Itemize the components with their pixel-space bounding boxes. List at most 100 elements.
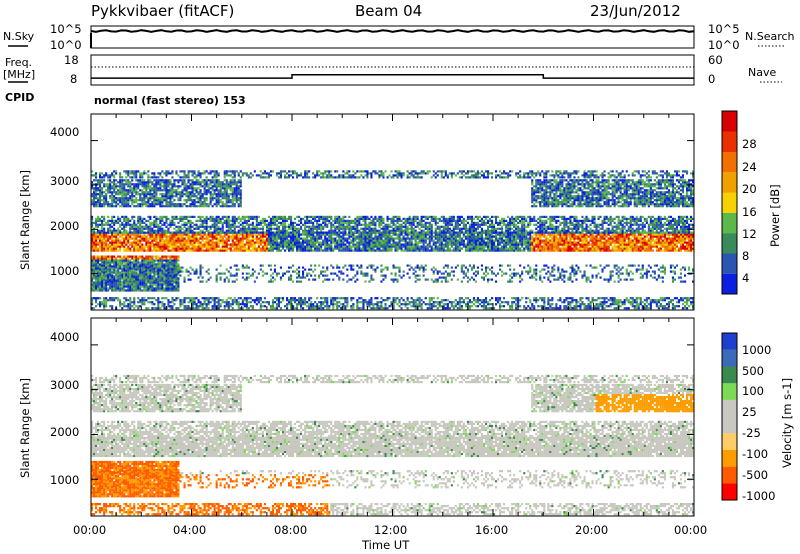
power-cell (177, 199, 180, 202)
power-cell (181, 176, 184, 179)
power-cell (111, 259, 114, 262)
power-cell (111, 195, 114, 198)
power-cell (296, 223, 299, 226)
power-cell (151, 193, 154, 196)
power-cell (288, 217, 291, 220)
power-cell (366, 231, 369, 234)
power-cell (342, 241, 345, 244)
power-cell (95, 191, 98, 194)
power-cell (259, 247, 262, 250)
power-cell (227, 237, 230, 240)
power-cell (277, 233, 280, 236)
power-cell (354, 229, 357, 232)
power-cell (95, 201, 98, 204)
power-cell (217, 299, 220, 302)
power-cell (109, 181, 112, 184)
power-cell (177, 285, 180, 288)
power-cell (97, 203, 100, 206)
power-cell (195, 245, 198, 248)
power-cell (233, 301, 236, 304)
power-cell (360, 243, 363, 246)
power-cell (235, 245, 238, 248)
power-cell (163, 245, 166, 248)
power-cell (348, 219, 351, 222)
power-cell (127, 201, 130, 204)
power-cell (279, 245, 282, 248)
power-cell (269, 305, 272, 308)
power-cell (155, 197, 158, 200)
power-cell (123, 249, 126, 252)
power-cell (163, 247, 166, 250)
power-cell (107, 274, 110, 277)
power-cell (324, 299, 327, 302)
power-cell (199, 201, 202, 204)
power-cell (159, 174, 162, 177)
power-cell (189, 243, 192, 246)
power-cell (135, 243, 138, 246)
power-cell (147, 289, 150, 292)
power-cell (107, 221, 110, 224)
power-cell (302, 245, 305, 248)
power-cell (370, 176, 373, 179)
power-cell (332, 299, 335, 302)
power-cell (189, 223, 192, 226)
power-cell (330, 264, 333, 267)
power-cell (169, 239, 172, 242)
power-cell (352, 243, 355, 246)
power-cell (304, 299, 307, 302)
power-cell (320, 217, 323, 220)
power-cell (275, 231, 278, 234)
power-cell (219, 193, 222, 196)
power-cell (181, 179, 184, 182)
power-cell (279, 233, 282, 236)
power-cell (195, 239, 198, 242)
power-cell (255, 249, 258, 252)
power-cell (179, 227, 182, 230)
power-cell (302, 239, 305, 242)
power-cell (153, 225, 156, 228)
power-cell (261, 249, 264, 252)
power-cell (265, 272, 268, 275)
power-cell (121, 193, 124, 196)
power-cell (296, 174, 299, 177)
power-cell (300, 276, 303, 279)
power-cell (366, 301, 369, 304)
power-cell (352, 170, 355, 173)
power-cell (141, 235, 144, 238)
power-cell (145, 195, 148, 198)
power-cell (223, 247, 226, 250)
power-cell (257, 243, 260, 246)
power-cell (219, 195, 222, 198)
power-cell (304, 241, 307, 244)
power-cell (97, 229, 100, 232)
power-cell (115, 266, 118, 269)
power-cell (241, 235, 244, 238)
power-cell (233, 227, 236, 230)
power-cell (137, 259, 140, 262)
power-cell (133, 307, 136, 310)
power-cell (298, 247, 301, 250)
power-cell (352, 225, 355, 228)
power-cell (111, 205, 114, 208)
power-cell (109, 179, 112, 182)
power-cell (195, 179, 198, 182)
power-cell (185, 189, 188, 192)
power-cell (163, 289, 166, 292)
power-cell (179, 249, 182, 252)
power-cell (161, 269, 164, 272)
power-cell (241, 174, 244, 177)
power-cell (125, 223, 128, 226)
power-cell (237, 203, 240, 206)
power-cell (215, 176, 218, 179)
power-cell (314, 227, 317, 230)
power-cell (137, 255, 140, 258)
power-cell (197, 199, 200, 202)
power-cell (203, 299, 206, 302)
power-cell (161, 245, 164, 248)
power-cell (247, 223, 250, 226)
power-cell (141, 271, 144, 274)
power-cell (346, 172, 349, 175)
power-cell (121, 227, 124, 230)
power-cell (296, 305, 299, 308)
power-cell (143, 237, 146, 240)
